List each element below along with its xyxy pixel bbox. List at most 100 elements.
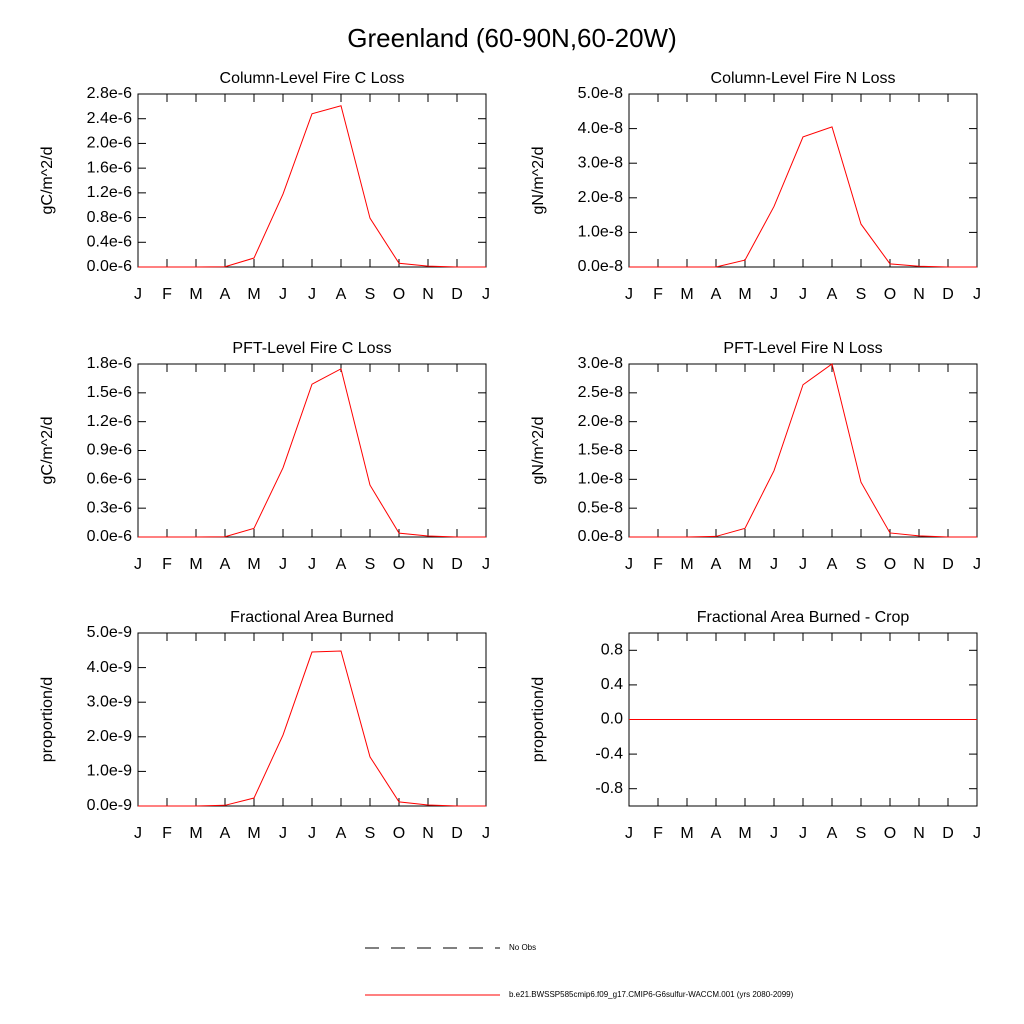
x-tick-label: J — [973, 286, 981, 303]
x-tick-label: A — [220, 286, 231, 303]
y-tick-label: 1.0e-8 — [578, 224, 623, 241]
y-tick-label: 0.0e-6 — [87, 528, 132, 545]
x-tick-label: M — [189, 825, 202, 842]
y-tick-label: 0.0e-6 — [87, 258, 132, 275]
y-tick-label: 2.8e-6 — [87, 85, 132, 102]
x-tick-label: S — [365, 825, 376, 842]
x-tick-label: M — [247, 286, 260, 303]
x-tick-label: N — [422, 286, 434, 303]
y-axis-label: proportion/d — [39, 677, 56, 762]
x-tick-label: M — [680, 825, 693, 842]
x-tick-label: J — [799, 556, 807, 573]
plot-frame — [628, 93, 978, 268]
y-tick-label: 0.4 — [601, 676, 623, 693]
y-tick-label: 2.0e-6 — [87, 135, 132, 152]
x-tick-label: D — [942, 556, 954, 573]
plot-frame — [137, 93, 487, 268]
page-title: Greenland (60-90N,60-20W) — [347, 23, 677, 53]
y-tick-label: -0.8 — [595, 780, 623, 797]
y-tick-label: 1.5e-6 — [87, 384, 132, 401]
x-tick-label: S — [856, 825, 867, 842]
y-axis-label: gC/m^2/d — [39, 417, 56, 485]
x-tick-label: A — [827, 825, 838, 842]
x-tick-label: D — [451, 556, 463, 573]
x-tick-label: O — [884, 286, 896, 303]
x-tick-label: O — [393, 286, 405, 303]
y-tick-label: 1.5e-8 — [578, 442, 623, 459]
x-tick-label: J — [973, 556, 981, 573]
x-tick-label: J — [625, 825, 633, 842]
x-tick-label: J — [482, 556, 490, 573]
y-tick-label: 1.0e-9 — [87, 763, 132, 780]
x-tick-label: M — [738, 556, 751, 573]
x-tick-label: J — [279, 556, 287, 573]
y-axis-label: gN/m^2/d — [530, 417, 547, 485]
y-tick-label: 0.3e-6 — [87, 499, 132, 516]
panel-title: PFT-Level Fire N Loss — [723, 340, 882, 357]
y-tick-label: 0.0e-8 — [578, 528, 623, 545]
y-tick-label: 0.4e-6 — [87, 234, 132, 251]
x-tick-label: J — [482, 825, 490, 842]
y-tick-label: 4.0e-8 — [578, 120, 623, 137]
x-tick-label: N — [422, 825, 434, 842]
x-tick-label: O — [884, 556, 896, 573]
y-tick-label: 0.0e-9 — [87, 797, 132, 814]
plot-frame — [137, 363, 487, 538]
plot-frame — [137, 632, 487, 807]
x-tick-label: J — [308, 556, 316, 573]
y-tick-label: 1.2e-6 — [87, 184, 132, 201]
x-tick-label: F — [162, 286, 172, 303]
y-tick-label: 3.0e-9 — [87, 693, 132, 710]
x-tick-label: A — [220, 556, 231, 573]
y-tick-label: 3.0e-8 — [578, 355, 623, 372]
y-tick-label: 2.0e-8 — [578, 189, 623, 206]
x-tick-label: J — [279, 825, 287, 842]
y-tick-label: 0.8e-6 — [87, 209, 132, 226]
y-tick-label: 0.8 — [601, 642, 623, 659]
y-tick-label: 2.0e-8 — [578, 413, 623, 430]
x-tick-label: J — [799, 286, 807, 303]
x-tick-label: N — [913, 556, 925, 573]
x-tick-label: J — [308, 286, 316, 303]
panel-title: Fractional Area Burned — [230, 609, 394, 626]
x-tick-label: S — [856, 286, 867, 303]
x-tick-label: D — [942, 286, 954, 303]
x-tick-label: F — [162, 825, 172, 842]
x-tick-label: A — [711, 825, 722, 842]
x-tick-label: J — [799, 825, 807, 842]
x-tick-label: A — [827, 556, 838, 573]
y-tick-label: 0.0e-8 — [578, 258, 623, 275]
data-line — [138, 650, 486, 807]
x-tick-label: J — [308, 825, 316, 842]
y-tick-label: 2.4e-6 — [87, 110, 132, 127]
x-tick-label: J — [973, 825, 981, 842]
y-tick-label: 0.0 — [601, 711, 623, 728]
y-tick-label: 1.0e-8 — [578, 471, 623, 488]
x-tick-label: N — [913, 286, 925, 303]
x-tick-label: N — [913, 825, 925, 842]
legend-label: No Obs — [509, 943, 536, 952]
panel-title: PFT-Level Fire C Loss — [232, 340, 391, 357]
data-line — [138, 105, 486, 268]
data-line — [629, 126, 977, 268]
x-tick-label: J — [770, 825, 778, 842]
y-tick-label: 1.2e-6 — [87, 413, 132, 430]
x-tick-label: A — [336, 825, 347, 842]
y-tick-label: 0.5e-8 — [578, 499, 623, 516]
y-tick-label: 0.6e-6 — [87, 471, 132, 488]
x-tick-label: M — [738, 286, 751, 303]
x-tick-label: S — [365, 556, 376, 573]
x-tick-label: A — [220, 825, 231, 842]
x-tick-label: S — [365, 286, 376, 303]
x-tick-label: M — [680, 286, 693, 303]
x-tick-label: J — [134, 825, 142, 842]
panel-title: Column-Level Fire N Loss — [711, 70, 896, 87]
x-tick-label: N — [422, 556, 434, 573]
y-tick-label: 5.0e-9 — [87, 624, 132, 641]
x-tick-label: O — [393, 825, 405, 842]
x-tick-label: J — [279, 286, 287, 303]
y-tick-label: 1.6e-6 — [87, 159, 132, 176]
x-tick-label: J — [482, 286, 490, 303]
